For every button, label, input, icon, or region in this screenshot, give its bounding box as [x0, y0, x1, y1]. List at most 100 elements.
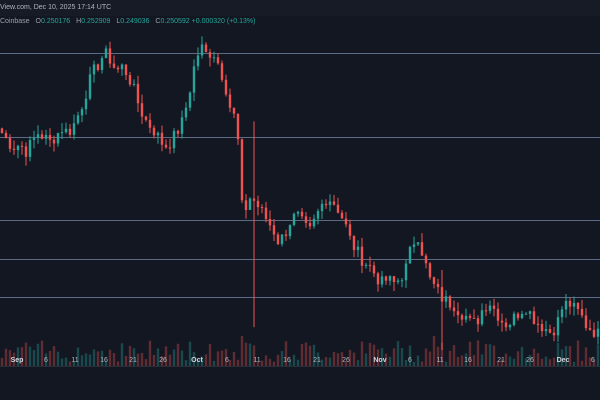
candle-body [588, 328, 592, 330]
candle-body [492, 305, 496, 309]
candle-body [64, 128, 68, 133]
volume-bar [152, 354, 156, 366]
volume-bar [512, 358, 516, 366]
candle-body [120, 64, 124, 70]
candle-body [464, 315, 468, 320]
candle-body [336, 204, 340, 213]
volume-bar [492, 345, 496, 366]
candle-body [500, 320, 504, 323]
candle-body [468, 315, 472, 318]
candle-body [560, 309, 564, 318]
volume-bar [88, 354, 92, 366]
candle-body [280, 234, 284, 245]
candle-body [156, 132, 160, 136]
volume-bar [432, 336, 436, 366]
volume-bar [468, 341, 472, 366]
volume-bar [268, 358, 272, 366]
candle-body [344, 218, 348, 225]
volume-bar [496, 361, 500, 366]
candle-body [408, 246, 412, 264]
volume-bar [516, 351, 520, 366]
open-label: O [35, 18, 41, 25]
close-value: 0.250592 [160, 18, 190, 25]
candle-body [220, 63, 224, 80]
volume-bar [476, 340, 480, 366]
volume-bar [404, 359, 408, 366]
candle-body [400, 280, 404, 282]
candle-body [44, 134, 48, 139]
candle-body [256, 200, 260, 208]
volume-bar [148, 340, 152, 366]
candle-body [452, 307, 456, 312]
candle-body [260, 207, 264, 209]
volume-bar [472, 355, 476, 366]
candle-body [200, 44, 204, 56]
candle-body [224, 79, 228, 95]
volume-bar [424, 348, 428, 366]
volume-bar [576, 340, 580, 366]
volume-bar [140, 352, 144, 366]
candle-body [364, 264, 368, 266]
candle-body [540, 324, 544, 332]
x-tick-label: Dec [557, 357, 570, 364]
candle-body [36, 134, 40, 138]
candle-body [104, 48, 108, 59]
candle-body [516, 313, 520, 319]
volume-bar [288, 360, 292, 366]
volume-bar [256, 361, 260, 366]
volume-bar [356, 360, 360, 366]
volume-bar [588, 357, 592, 366]
chart-title: View.com, Dec 10, 2025 17:14 UTC [0, 4, 112, 11]
volume-bar [76, 347, 80, 366]
volume-bar [120, 343, 124, 366]
exchange-label: Coinbase [0, 18, 30, 25]
volume-bar [100, 350, 104, 366]
volume-bar [448, 350, 452, 366]
volume-bar [412, 361, 416, 366]
candle-body [116, 67, 120, 70]
candle-body [508, 325, 512, 328]
candle-body [176, 130, 180, 134]
candle-body [232, 107, 236, 114]
candle-body [484, 310, 488, 312]
volume-bar [344, 361, 348, 366]
volume-bar [12, 352, 16, 366]
candle-body [404, 263, 408, 281]
candle-body [424, 255, 428, 264]
x-tick-label: 16 [464, 357, 472, 364]
candle-body [56, 133, 60, 144]
x-tick-label: 6 [408, 357, 412, 364]
volume-bar [180, 350, 184, 366]
ohlc-readout: Coinbase O0.250176 H0.252909 L0.249036 C… [0, 14, 255, 30]
candle-body [304, 216, 308, 223]
candle-body [580, 308, 584, 316]
open-value: 0.250176 [40, 18, 71, 25]
volume-bar [336, 353, 340, 366]
volume-bar [416, 355, 420, 366]
candle-body [188, 92, 192, 108]
candle-body [132, 83, 136, 85]
close-label: C [155, 18, 161, 25]
volume-bar [552, 357, 556, 366]
candle-body [528, 311, 532, 314]
volume-bar [132, 348, 136, 366]
volume-bar [584, 347, 588, 366]
volume-bar [564, 346, 568, 366]
volume-bar [52, 346, 56, 366]
x-tick-label: 26 [342, 357, 350, 364]
volume-bar [308, 345, 312, 366]
volume-bar [4, 348, 8, 366]
volume-bar [316, 352, 320, 366]
volume-bar [360, 341, 364, 366]
volume-bar [40, 340, 44, 366]
candle-body [12, 148, 16, 151]
volume-bar [456, 356, 460, 366]
x-tick-label: 21 [129, 357, 137, 364]
volume-bar [304, 342, 308, 366]
candle-body [324, 203, 328, 206]
volume-bar [104, 360, 108, 366]
volume-bar [312, 344, 316, 366]
high-value: 0.252909 [81, 18, 111, 25]
candle-body [524, 313, 528, 315]
